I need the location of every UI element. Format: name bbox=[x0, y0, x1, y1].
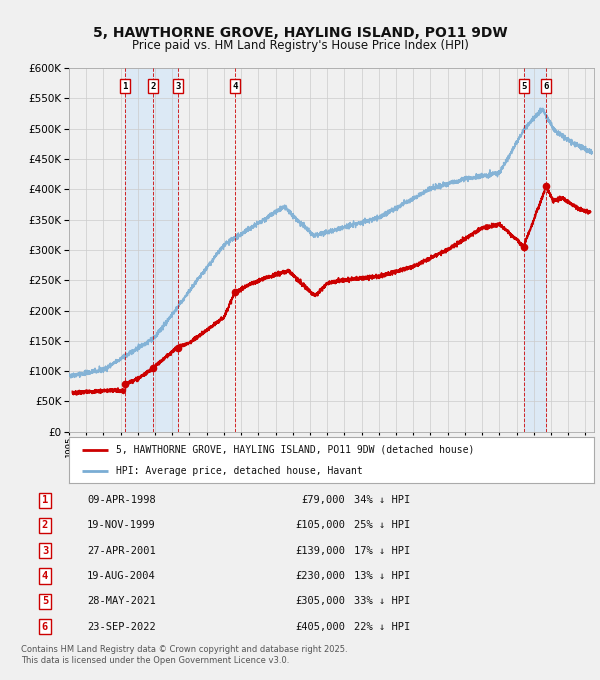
Text: 19-AUG-2004: 19-AUG-2004 bbox=[87, 571, 156, 581]
Text: HPI: Average price, detached house, Havant: HPI: Average price, detached house, Hava… bbox=[116, 466, 363, 476]
Text: 5, HAWTHORNE GROVE, HAYLING ISLAND, PO11 9DW: 5, HAWTHORNE GROVE, HAYLING ISLAND, PO11… bbox=[92, 26, 508, 40]
Text: 22% ↓ HPI: 22% ↓ HPI bbox=[354, 622, 410, 632]
Text: 34% ↓ HPI: 34% ↓ HPI bbox=[354, 495, 410, 505]
Text: 3: 3 bbox=[42, 546, 48, 556]
Text: 09-APR-1998: 09-APR-1998 bbox=[87, 495, 156, 505]
Text: £305,000: £305,000 bbox=[295, 596, 345, 607]
Text: £79,000: £79,000 bbox=[301, 495, 345, 505]
Text: 4: 4 bbox=[232, 82, 238, 90]
Text: £105,000: £105,000 bbox=[295, 520, 345, 530]
Text: 13% ↓ HPI: 13% ↓ HPI bbox=[354, 571, 410, 581]
Text: This data is licensed under the Open Government Licence v3.0.: This data is licensed under the Open Gov… bbox=[21, 656, 289, 664]
Text: 5: 5 bbox=[521, 82, 526, 90]
Text: 28-MAY-2021: 28-MAY-2021 bbox=[87, 596, 156, 607]
Text: 33% ↓ HPI: 33% ↓ HPI bbox=[354, 596, 410, 607]
Text: 1: 1 bbox=[42, 495, 48, 505]
Text: 23-SEP-2022: 23-SEP-2022 bbox=[87, 622, 156, 632]
Bar bbox=[125, 68, 178, 432]
Text: Contains HM Land Registry data © Crown copyright and database right 2025.: Contains HM Land Registry data © Crown c… bbox=[21, 645, 347, 653]
Text: 2: 2 bbox=[151, 82, 156, 90]
Text: 6: 6 bbox=[42, 622, 48, 632]
Text: 27-APR-2001: 27-APR-2001 bbox=[87, 546, 156, 556]
Text: 2: 2 bbox=[42, 520, 48, 530]
Text: £139,000: £139,000 bbox=[295, 546, 345, 556]
Bar bbox=[524, 68, 546, 432]
Text: 4: 4 bbox=[42, 571, 48, 581]
Text: 6: 6 bbox=[544, 82, 549, 90]
Text: Price paid vs. HM Land Registry's House Price Index (HPI): Price paid vs. HM Land Registry's House … bbox=[131, 39, 469, 52]
Text: £230,000: £230,000 bbox=[295, 571, 345, 581]
Text: 17% ↓ HPI: 17% ↓ HPI bbox=[354, 546, 410, 556]
Text: 25% ↓ HPI: 25% ↓ HPI bbox=[354, 520, 410, 530]
Text: 19-NOV-1999: 19-NOV-1999 bbox=[87, 520, 156, 530]
Text: 5: 5 bbox=[42, 596, 48, 607]
Text: 5, HAWTHORNE GROVE, HAYLING ISLAND, PO11 9DW (detached house): 5, HAWTHORNE GROVE, HAYLING ISLAND, PO11… bbox=[116, 445, 475, 454]
Text: 1: 1 bbox=[122, 82, 128, 90]
Text: £405,000: £405,000 bbox=[295, 622, 345, 632]
Text: 3: 3 bbox=[175, 82, 181, 90]
